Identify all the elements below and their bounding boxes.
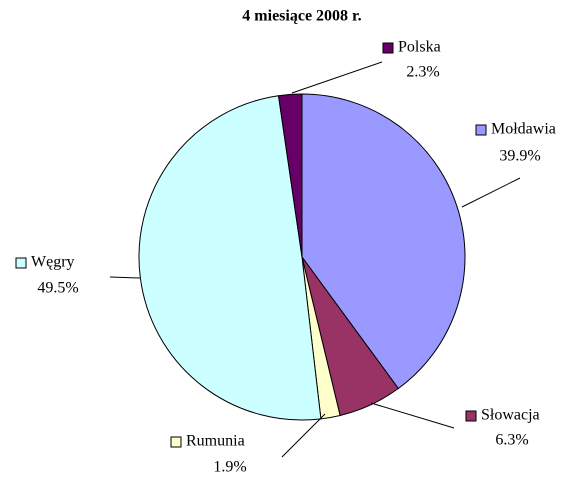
leader-line [461,177,521,208]
slice-label: Mołdawia [491,121,556,138]
legend-marker [382,42,394,54]
value-label: 6.3% [495,432,528,449]
value-label: 39.9% [499,148,540,165]
value-label: 49.5% [37,280,78,297]
legend-marker [170,436,182,448]
leader-line [291,61,383,94]
legend-marker [475,124,487,136]
leader-line [109,276,141,279]
pie-slice [277,93,303,258]
leader-line [370,402,455,429]
slice-label: Rumunia [186,433,245,450]
slice-label: Polska [398,39,441,56]
legend-marker [465,410,477,422]
pie-slice [138,95,322,421]
value-label: 2.3% [406,64,439,81]
slice-label: Słowacja [481,407,540,424]
pie-slice [301,93,466,390]
leader-line [281,413,326,458]
chart-title: 4 miesiące 2008 r. [242,8,361,25]
value-label: 1.9% [213,459,246,476]
legend-marker [15,257,27,269]
slice-label: Węgry [31,254,75,271]
